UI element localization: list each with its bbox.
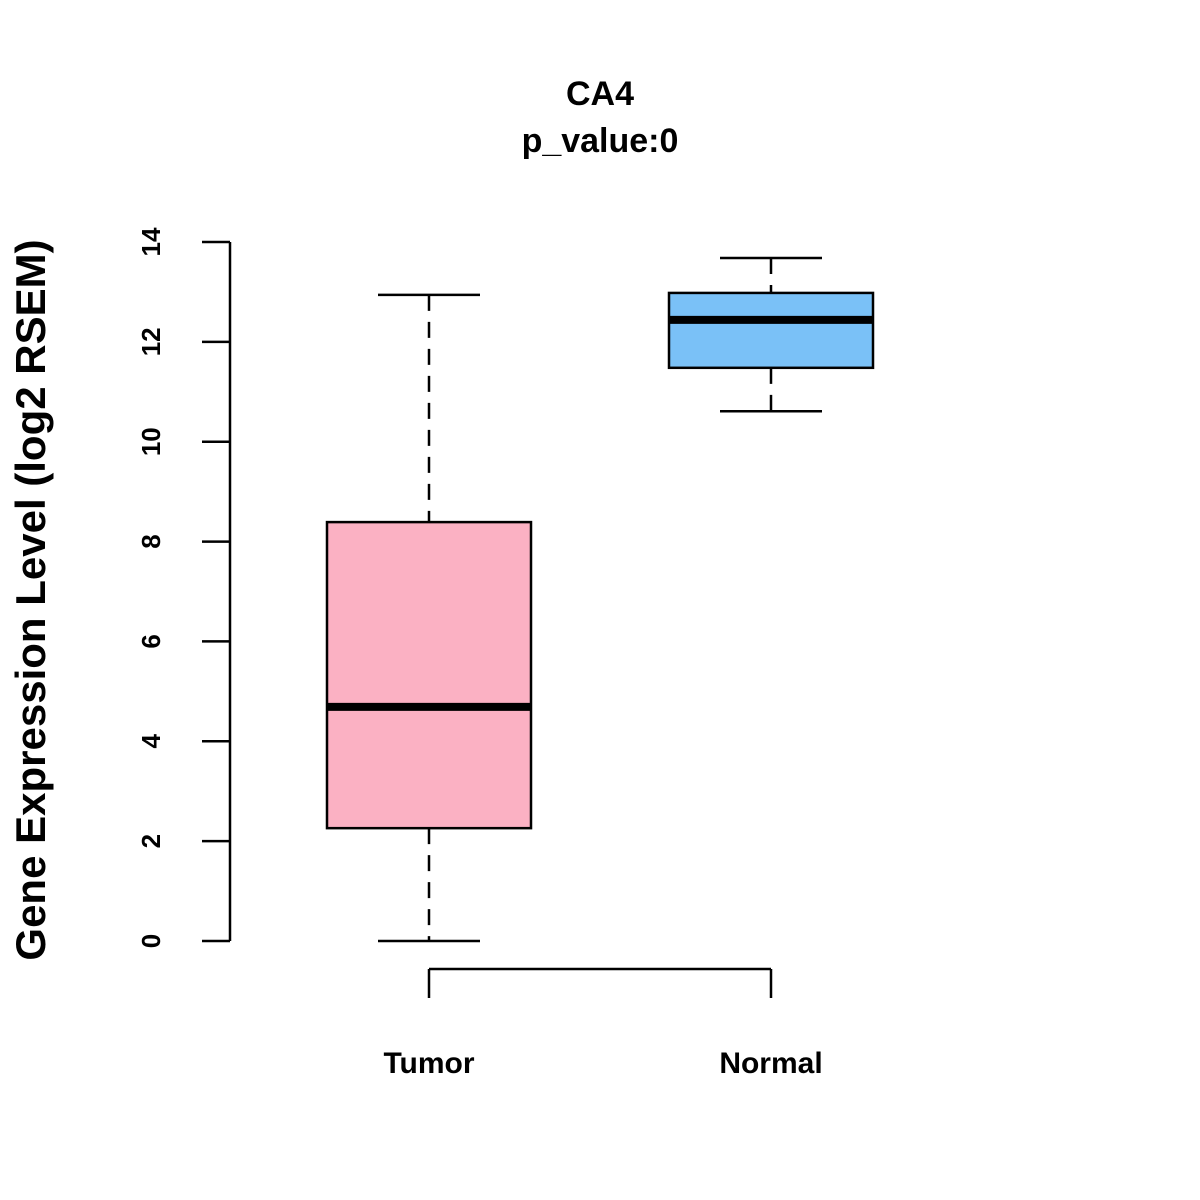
y-tick-label: 2 [136,834,166,848]
y-tick-label: 12 [136,327,166,356]
iqr-box [325,520,533,830]
boxes [325,256,875,943]
box-tumor [325,293,533,943]
y-tick-label: 14 [136,227,166,256]
x-tick-label: Normal [719,1047,822,1080]
y-tick-label: 0 [136,934,166,948]
x-tick-label: Tumor [383,1047,474,1080]
iqr-box [667,291,875,370]
y-axis-label: Gene Expression Level (log2 RSEM) [7,239,54,960]
y-axis: 0 2 4 6 8 10 12 14 [136,227,232,948]
chart-title: CA4 [566,75,634,113]
chart-subtitle: p_value:0 [522,122,679,160]
y-tick-label: 10 [136,427,166,456]
x-axis: Tumor Normal [383,967,823,1080]
y-tick-label: 6 [136,634,166,648]
y-tick-label: 8 [136,534,166,548]
y-tick-label: 4 [136,734,166,749]
box-normal [667,256,875,413]
